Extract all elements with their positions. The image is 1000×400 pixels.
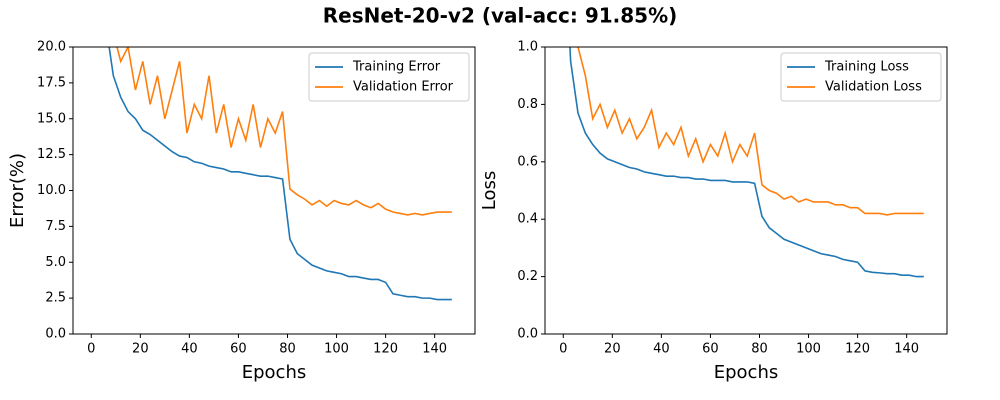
- y-tick-label: 10.0: [37, 183, 66, 198]
- x-axis-label: Epochs: [242, 362, 307, 383]
- y-tick-label: 0.6: [517, 154, 538, 169]
- x-tick-label: 20: [604, 342, 621, 357]
- x-tick-label: 100: [796, 342, 821, 357]
- y-tick-label: 0.4: [517, 212, 538, 227]
- y-tick-label: 20.0: [37, 40, 66, 55]
- data-line: [116, 47, 452, 216]
- x-tick-label: 0: [559, 342, 567, 357]
- x-tick-label: 40: [653, 342, 670, 357]
- y-tick-label: 12.5: [37, 147, 66, 162]
- data-line: [577, 47, 924, 216]
- axes-frame: [544, 46, 948, 335]
- plot-area: [569, 47, 924, 278]
- x-tick-label: 60: [230, 342, 247, 357]
- legend-label: Validation Loss: [825, 80, 922, 95]
- axes-frame: [72, 46, 476, 335]
- x-tick-label: 80: [279, 342, 296, 357]
- y-tick-label: 2.5: [45, 291, 66, 306]
- y-tick-label: 1.0: [517, 40, 538, 55]
- x-tick-label: 40: [181, 342, 198, 357]
- legend-label: Validation Error: [353, 80, 454, 95]
- y-tick-label: 5.0: [45, 255, 66, 270]
- x-tick-label: 140: [422, 342, 447, 357]
- y-tick-label: 15.0: [37, 111, 66, 126]
- x-tick-label: 140: [894, 342, 919, 357]
- x-axis-label: Epochs: [714, 362, 779, 383]
- y-tick-label: 0.0: [517, 327, 538, 342]
- x-tick-label: 120: [845, 342, 870, 357]
- data-line: [108, 47, 452, 301]
- x-tick-label: 100: [324, 342, 349, 357]
- legend-label: Training Loss: [824, 60, 909, 75]
- legend-label: Training Error: [352, 60, 441, 75]
- y-tick-label: 0.0: [45, 327, 66, 342]
- y-tick-label: 0.8: [517, 97, 538, 112]
- y-tick-label: 17.5: [37, 75, 66, 90]
- x-tick-label: 20: [132, 342, 149, 357]
- y-axis-label: Error(%): [7, 153, 28, 228]
- x-tick-label: 0: [87, 342, 95, 357]
- x-tick-label: 80: [751, 342, 768, 357]
- y-tick-label: 7.5: [45, 219, 66, 234]
- legend-box: [308, 52, 470, 102]
- y-tick-label: 0.2: [517, 269, 538, 284]
- y-axis-label: Loss: [479, 171, 500, 210]
- figure-title: ResNet-20-v2 (val-acc: 91.85%): [323, 4, 678, 28]
- data-line: [569, 47, 924, 278]
- x-tick-label: 120: [373, 342, 398, 357]
- x-tick-label: 60: [702, 342, 719, 357]
- plot-area: [108, 47, 452, 301]
- legend-box: [780, 52, 942, 102]
